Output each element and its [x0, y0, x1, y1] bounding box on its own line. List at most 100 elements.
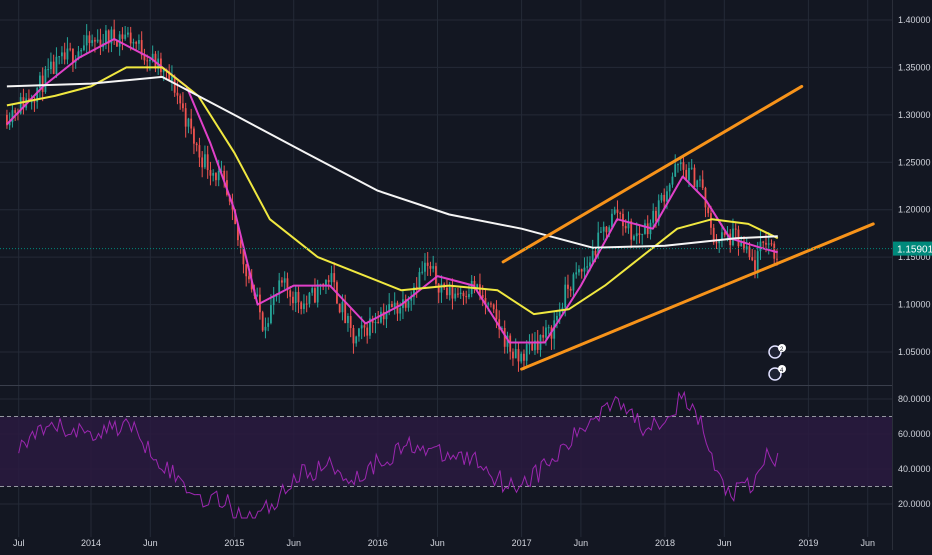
candle-body — [712, 227, 715, 243]
candle-body — [627, 221, 630, 229]
candle-body — [468, 294, 470, 298]
price-badge-box — [893, 241, 932, 256]
candle-body — [432, 266, 435, 269]
candle-body — [344, 301, 347, 324]
candle-body — [721, 232, 723, 241]
candle-body — [663, 194, 666, 202]
candle-body — [723, 232, 726, 236]
candle-body — [517, 349, 520, 362]
y-tick-label: 1.10000 — [898, 300, 931, 310]
candle-body — [305, 303, 308, 305]
candle-body — [168, 71, 171, 81]
candle-body — [776, 258, 778, 260]
candle-body — [314, 288, 316, 303]
candle-body — [399, 308, 402, 314]
candle-body — [759, 241, 762, 252]
channel-line-2[interactable] — [520, 222, 875, 371]
candle-body — [688, 167, 690, 181]
candle-body — [583, 267, 586, 272]
candle-body — [655, 210, 657, 222]
candle-body — [237, 224, 239, 241]
moving-average-layer — [6, 38, 779, 344]
candle-body — [36, 87, 39, 102]
flag-icon[interactable] — [768, 367, 782, 381]
rsi-band-layer — [0, 416, 892, 487]
event-badge-1[interactable]: 2 — [768, 344, 786, 359]
candle-body — [107, 30, 110, 44]
candle-body — [300, 302, 303, 309]
candle-body — [707, 207, 710, 214]
candle-body — [756, 251, 759, 271]
candle-body — [204, 154, 206, 168]
candle-body — [569, 288, 572, 291]
candle-body — [212, 173, 215, 176]
candle-body — [734, 228, 737, 230]
candle-body — [184, 108, 187, 127]
candle-body — [391, 303, 393, 308]
rsi-tick-label: 40.0000 — [898, 464, 931, 474]
flag-icon[interactable] — [768, 345, 782, 359]
candle-body — [248, 276, 250, 280]
moving-average-line-1 — [6, 38, 779, 344]
candle-body — [201, 157, 204, 168]
candle-body — [272, 296, 275, 306]
candle-body — [338, 303, 341, 313]
candle-body — [451, 286, 454, 299]
candle-body — [91, 40, 94, 43]
candle-body — [671, 176, 674, 185]
candle-body — [374, 322, 377, 324]
candle-body — [679, 162, 682, 165]
candle-body — [171, 76, 173, 81]
axis-layer: Jul 2014 Jun 2015 Jun 2016 Jun 2017 Jun 2018 Jun 20… — [13, 15, 931, 548]
candle-body — [382, 311, 385, 320]
candle-body — [289, 290, 292, 297]
candle-body — [94, 40, 96, 42]
x-tick-label: 2018 — [655, 538, 675, 548]
candle-body — [558, 310, 561, 316]
candle-body — [424, 262, 426, 272]
y-tick-label: 1.30000 — [898, 110, 931, 120]
channel-layer[interactable] — [0, 84, 892, 371]
candle-body — [440, 283, 443, 293]
candle-body — [545, 327, 547, 338]
y-tick-label: 1.40000 — [898, 15, 931, 25]
candle-body — [677, 164, 679, 166]
candle-body — [613, 209, 616, 214]
candle-body — [575, 272, 578, 275]
candle-body — [198, 145, 201, 158]
candle-body — [140, 40, 143, 56]
y-tick-label: 1.25000 — [898, 157, 931, 167]
candle-body — [696, 180, 699, 187]
candle-body — [646, 223, 649, 235]
candle-body — [341, 301, 344, 313]
candle-body — [308, 292, 311, 304]
candle-body — [327, 279, 330, 283]
candle-body — [586, 266, 589, 268]
candle-body — [718, 240, 721, 244]
candle-body — [503, 327, 506, 347]
channel-line-1[interactable] — [501, 84, 804, 264]
candle-body — [393, 302, 396, 308]
candle-body — [479, 284, 481, 295]
x-tick-label: 2014 — [81, 538, 101, 548]
candle-body — [11, 110, 14, 123]
candle-body — [110, 29, 113, 44]
candle-body — [556, 315, 558, 321]
candle-body — [490, 303, 492, 305]
candle-body — [179, 95, 182, 104]
candle-body — [58, 56, 61, 58]
event-badge-2[interactable]: 4 — [768, 365, 786, 381]
candle-body — [270, 305, 272, 324]
candle-body — [690, 167, 693, 169]
candle-body — [740, 241, 743, 247]
candle-body — [534, 340, 536, 351]
candle-body — [242, 248, 245, 265]
y-tick-label: 1.35000 — [898, 62, 931, 72]
candle-body — [363, 325, 366, 328]
event-badge-count-bg — [778, 344, 786, 352]
candle-body — [377, 322, 380, 324]
candle-body — [239, 240, 242, 249]
candle-body — [217, 171, 220, 181]
candle-body — [80, 50, 83, 52]
